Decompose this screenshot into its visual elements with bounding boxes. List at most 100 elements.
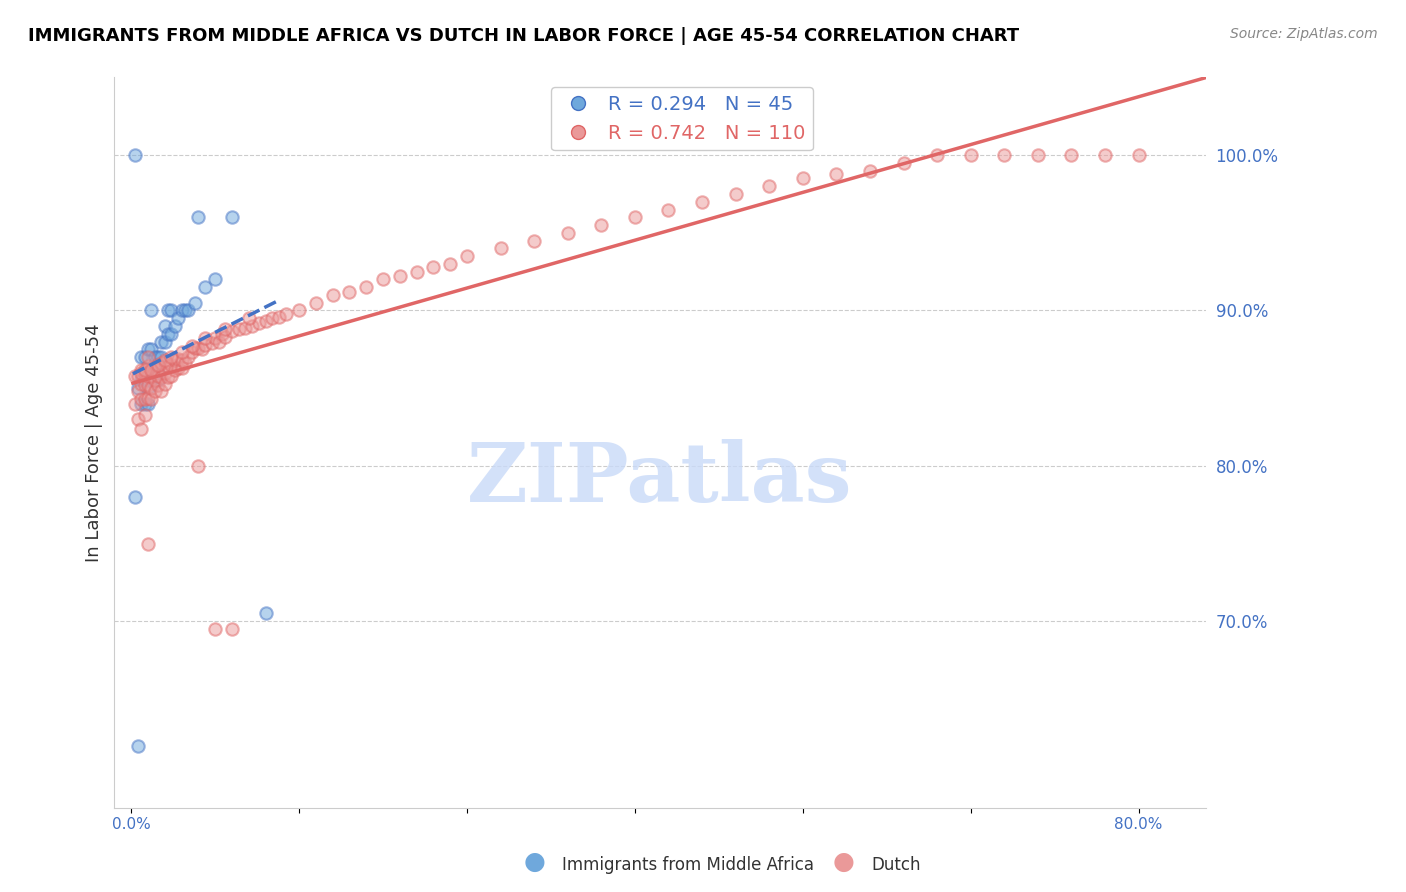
Immigrants from Middle Africa <box>141 373 163 387</box>
Immigrants from Middle Africa <box>141 343 163 357</box>
Immigrants from Middle Africa <box>141 366 163 380</box>
Dutch <box>163 362 186 376</box>
Dutch <box>160 358 183 372</box>
Dutch <box>187 341 209 355</box>
Dutch <box>129 376 152 391</box>
Dutch <box>1094 148 1116 162</box>
Dutch <box>141 362 163 376</box>
Dutch <box>274 307 297 321</box>
Y-axis label: In Labor Force | Age 45-54: In Labor Force | Age 45-54 <box>86 323 103 562</box>
Dutch <box>167 351 190 366</box>
Immigrants from Middle Africa <box>136 381 159 395</box>
Immigrants from Middle Africa <box>136 343 159 357</box>
Dutch <box>194 337 217 351</box>
Immigrants from Middle Africa <box>129 350 152 364</box>
Dutch <box>134 378 156 392</box>
Dutch <box>207 334 229 349</box>
Dutch <box>190 343 212 357</box>
Dutch <box>163 353 186 368</box>
Immigrants from Middle Africa <box>124 490 146 504</box>
Dutch <box>371 272 394 286</box>
Dutch <box>136 359 159 374</box>
Immigrants from Middle Africa <box>127 739 149 753</box>
Dutch <box>356 280 378 294</box>
Immigrants from Middle Africa <box>204 272 226 286</box>
Dutch <box>405 265 427 279</box>
Immigrants from Middle Africa <box>153 334 176 349</box>
Immigrants from Middle Africa <box>141 303 163 318</box>
Immigrants from Middle Africa <box>146 373 169 387</box>
Dutch <box>523 234 546 248</box>
Immigrants from Middle Africa <box>177 303 200 318</box>
Dutch <box>129 392 152 406</box>
Dutch <box>134 408 156 422</box>
Dutch <box>221 622 243 636</box>
Dutch <box>180 345 202 359</box>
Dutch <box>724 186 747 201</box>
Text: ●: ● <box>832 850 855 874</box>
Immigrants from Middle Africa <box>174 303 197 318</box>
Immigrants from Middle Africa <box>129 373 152 387</box>
Dutch <box>146 359 169 374</box>
Dutch <box>177 350 200 364</box>
Dutch <box>422 260 444 274</box>
Dutch <box>170 345 193 359</box>
Dutch <box>1026 148 1049 162</box>
Dutch <box>214 330 236 344</box>
Dutch <box>262 311 284 326</box>
Dutch <box>146 358 169 372</box>
Dutch <box>1128 148 1150 162</box>
Dutch <box>184 341 207 355</box>
Dutch <box>174 356 197 370</box>
Dutch <box>160 350 183 364</box>
Immigrants from Middle Africa <box>170 303 193 318</box>
Text: Dutch: Dutch <box>872 856 921 874</box>
Immigrants from Middle Africa <box>157 303 180 318</box>
Dutch <box>134 362 156 376</box>
Dutch <box>657 202 679 217</box>
Dutch <box>170 353 193 368</box>
Immigrants from Middle Africa <box>127 381 149 395</box>
Dutch <box>150 384 173 399</box>
Dutch <box>187 458 209 473</box>
Dutch <box>127 412 149 426</box>
Immigrants from Middle Africa <box>146 366 169 380</box>
Dutch <box>157 370 180 384</box>
Dutch <box>267 310 290 324</box>
Immigrants from Middle Africa <box>124 148 146 162</box>
Dutch <box>153 376 176 391</box>
Dutch <box>825 167 848 181</box>
Immigrants from Middle Africa <box>129 397 152 411</box>
Dutch <box>439 257 461 271</box>
Dutch <box>153 366 176 380</box>
Immigrants from Middle Africa <box>143 366 166 380</box>
Immigrants from Middle Africa <box>150 350 173 364</box>
Text: Immigrants from Middle Africa: Immigrants from Middle Africa <box>562 856 814 874</box>
Immigrants from Middle Africa <box>160 303 183 318</box>
Dutch <box>228 322 250 336</box>
Dutch <box>204 331 226 345</box>
Immigrants from Middle Africa <box>136 366 159 380</box>
Immigrants from Middle Africa <box>254 607 277 621</box>
Dutch <box>322 288 344 302</box>
Dutch <box>247 316 270 330</box>
Dutch <box>143 384 166 399</box>
Dutch <box>167 361 190 376</box>
Immigrants from Middle Africa <box>150 334 173 349</box>
Dutch <box>143 362 166 376</box>
Dutch <box>124 397 146 411</box>
Dutch <box>134 392 156 406</box>
Dutch <box>127 384 149 399</box>
Dutch <box>959 148 981 162</box>
Dutch <box>456 249 478 263</box>
Dutch <box>221 324 243 338</box>
Dutch <box>235 320 257 334</box>
Dutch <box>150 356 173 370</box>
Text: ZIPatlas: ZIPatlas <box>467 439 853 519</box>
Text: Source: ZipAtlas.com: Source: ZipAtlas.com <box>1230 27 1378 41</box>
Dutch <box>489 241 512 255</box>
Dutch <box>388 269 411 284</box>
Dutch <box>141 368 163 383</box>
Immigrants from Middle Africa <box>143 373 166 387</box>
Immigrants from Middle Africa <box>134 350 156 364</box>
